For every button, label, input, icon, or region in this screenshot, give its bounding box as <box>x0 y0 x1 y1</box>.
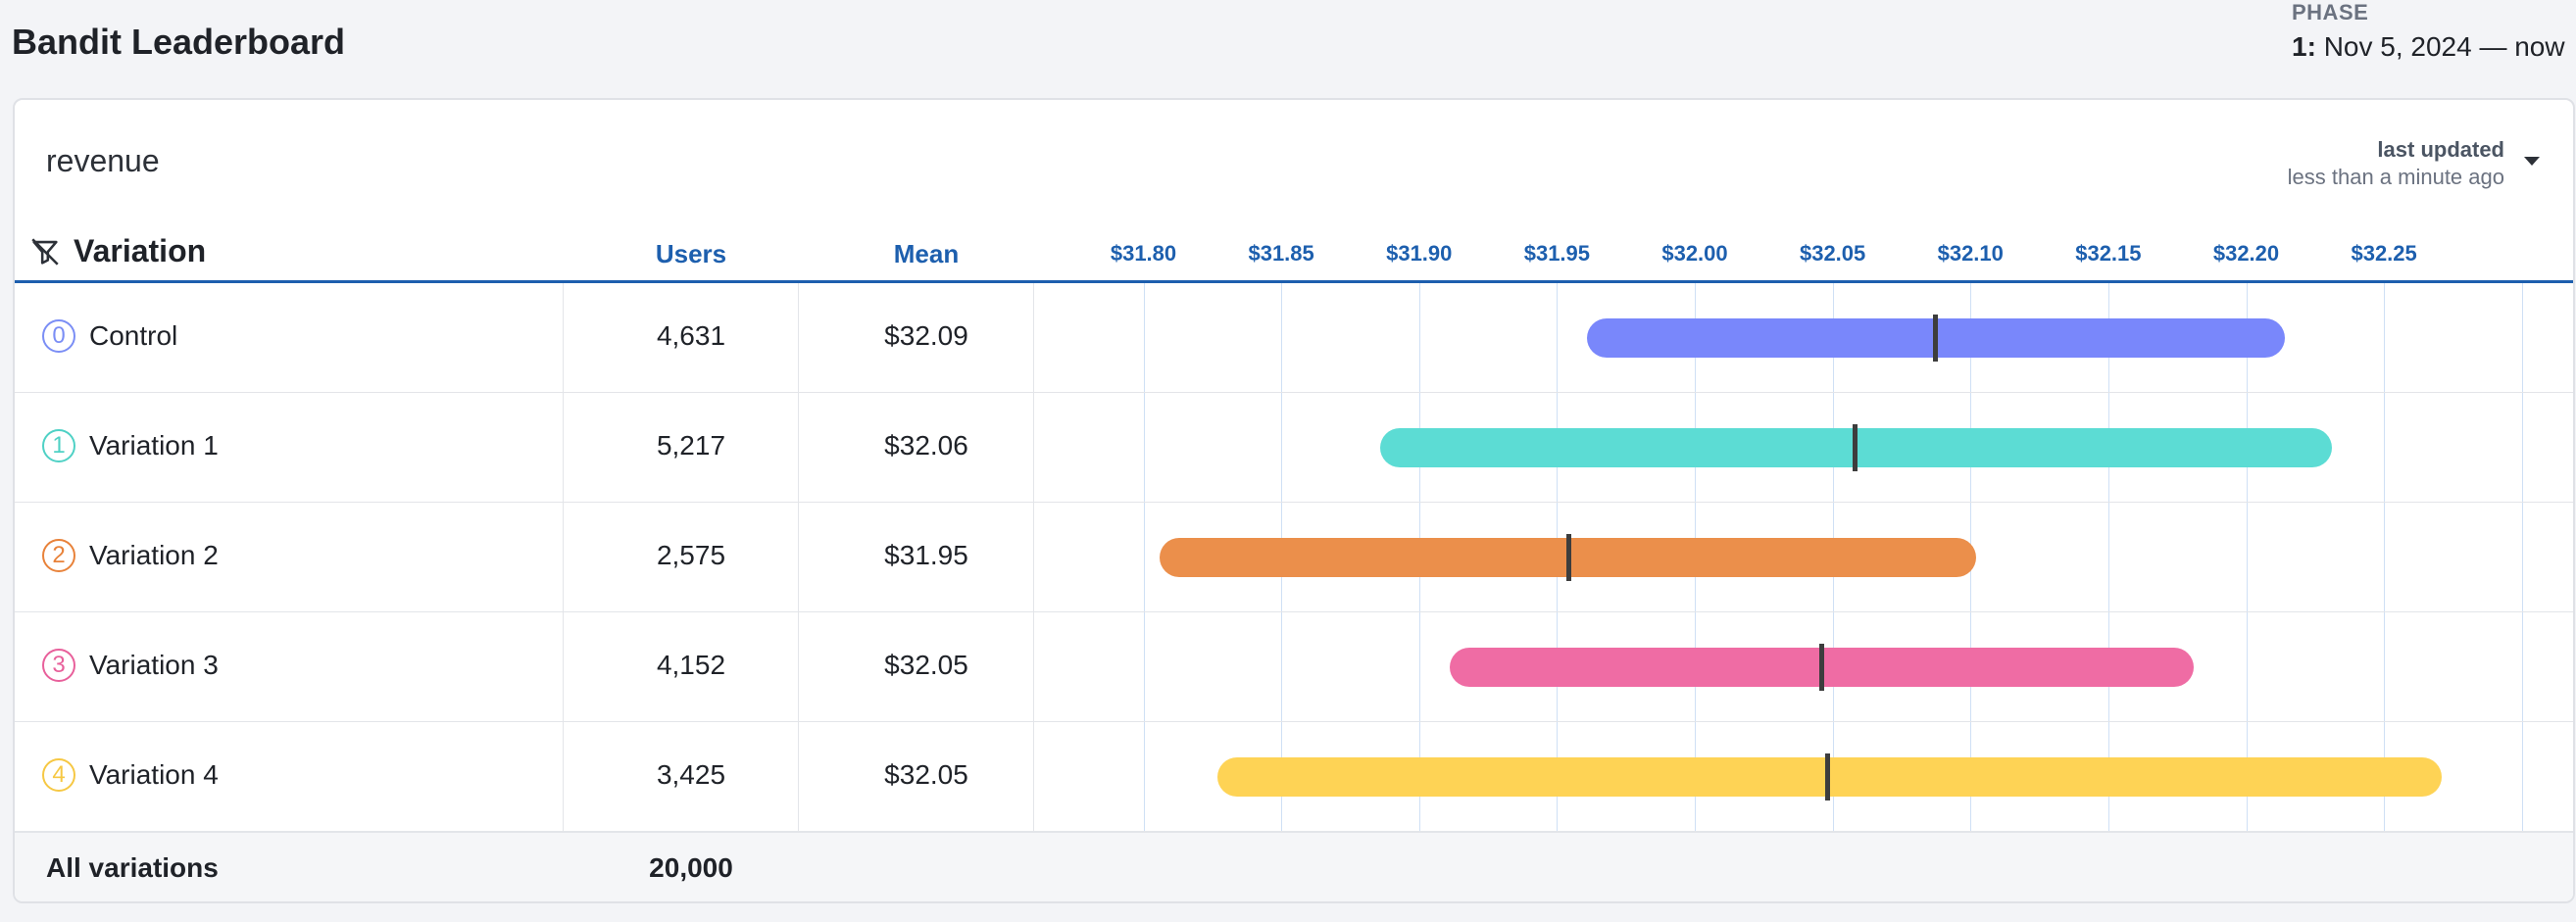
axis-tick-label: $32.25 <box>2351 241 2417 266</box>
users-cell: 2,575 <box>656 540 726 570</box>
confidence-interval-bar[interactable] <box>1449 644 2195 691</box>
column-header-users[interactable]: Users <box>655 239 727 268</box>
variation-name: Variation 3 <box>89 650 219 680</box>
axis-tick-label: $32.20 <box>2212 241 2280 266</box>
variation-index-badge: 0 <box>42 319 75 353</box>
table-footer: All variations 20,000 <box>15 832 2573 901</box>
confidence-interval-bar[interactable] <box>1160 534 1976 581</box>
column-divider <box>1033 283 1034 901</box>
confidence-interval-bar[interactable] <box>1217 753 2443 801</box>
mean-marker <box>1565 534 1571 581</box>
axis-gridline <box>2521 283 2523 832</box>
variation-index-badge: 4 <box>42 758 75 792</box>
users-cell: 3,425 <box>656 759 726 790</box>
column-divider <box>798 283 799 901</box>
table-row[interactable]: 2 Variation 2 2,575 $31.95 <box>15 503 2573 612</box>
variation-name: Control <box>89 320 178 351</box>
mean-marker <box>1853 424 1858 471</box>
variation-index-badge: 3 <box>42 649 75 682</box>
mean-cell: $32.09 <box>884 320 968 351</box>
column-divider <box>563 283 564 901</box>
axis-tick-label: $31.85 <box>1248 241 1314 266</box>
chevron-down-icon[interactable] <box>2524 157 2540 166</box>
mean-cell: $32.05 <box>884 759 968 790</box>
axis-tick-label: $32.00 <box>1661 241 1728 266</box>
axis-tick-label: $31.95 <box>1523 241 1591 266</box>
table-header: Variation Users Mean $31.80 $31.85 $31.90 $… <box>15 225 2573 283</box>
phase-label: PHASE <box>2292 0 2369 24</box>
mean-cell: $31.95 <box>884 540 968 570</box>
last-updated-value: less than a minute ago <box>2287 165 2504 189</box>
confidence-interval-bar[interactable] <box>1587 315 2285 362</box>
confidence-interval-bar[interactable] <box>1380 424 2332 471</box>
mean-marker <box>1819 644 1825 691</box>
mean-marker <box>1932 315 1938 362</box>
footer-users-total: 20,000 <box>649 852 733 883</box>
users-cell: 4,631 <box>656 320 726 351</box>
axis-tick-label: $32.15 <box>2075 241 2142 266</box>
footer-label: All variations <box>46 852 219 883</box>
variation-index-badge: 1 <box>42 429 75 462</box>
phase-range: Nov 5, 2024 — now <box>2323 31 2565 62</box>
variation-name: Variation 1 <box>89 430 219 461</box>
last-updated[interactable]: last updated less than a minute ago <box>2288 137 2504 190</box>
column-header-mean[interactable]: Mean <box>893 239 960 268</box>
filter-off-icon[interactable] <box>28 235 62 268</box>
axis-tick-label: $31.80 <box>1110 241 1177 266</box>
mean-cell: $32.05 <box>884 650 968 680</box>
axis-tick-label: $32.10 <box>1937 241 2004 266</box>
table-row[interactable]: 0 Control 4,631 $32.09 <box>15 283 2573 393</box>
users-cell: 4,152 <box>656 650 726 680</box>
axis-gridline <box>2384 283 2386 832</box>
table-row[interactable]: 3 Variation 3 4,152 $32.05 <box>15 612 2573 722</box>
axis-tick-label: $31.90 <box>1386 241 1453 266</box>
table-row[interactable]: 4 Variation 4 3,425 $32.05 <box>15 722 2573 832</box>
last-updated-label: last updated <box>2377 137 2504 162</box>
variation-name: Variation 4 <box>89 759 219 790</box>
axis-tick-label: $32.05 <box>1799 241 1866 266</box>
users-cell: 5,217 <box>656 430 726 461</box>
variation-index-badge: 2 <box>42 539 75 572</box>
axis-gridline <box>2246 283 2248 832</box>
table-row[interactable]: 1 Variation 1 5,217 $32.06 <box>15 393 2573 503</box>
leaderboard-card: revenue last updated less than a minute … <box>13 98 2575 903</box>
metric-name: revenue <box>46 143 160 178</box>
phase-selector[interactable]: 1: Nov 5, 2024 — now <box>2292 31 2565 63</box>
mean-marker <box>1825 753 1830 801</box>
axis-gridline <box>1143 283 1145 832</box>
variation-name: Variation 2 <box>89 540 219 570</box>
mean-cell: $32.06 <box>884 430 968 461</box>
phase-number: 1: <box>2292 31 2316 62</box>
axis-gridline <box>2107 283 2109 832</box>
page-title: Bandit Leaderboard <box>12 22 346 62</box>
column-header-variation: Variation <box>74 233 207 268</box>
